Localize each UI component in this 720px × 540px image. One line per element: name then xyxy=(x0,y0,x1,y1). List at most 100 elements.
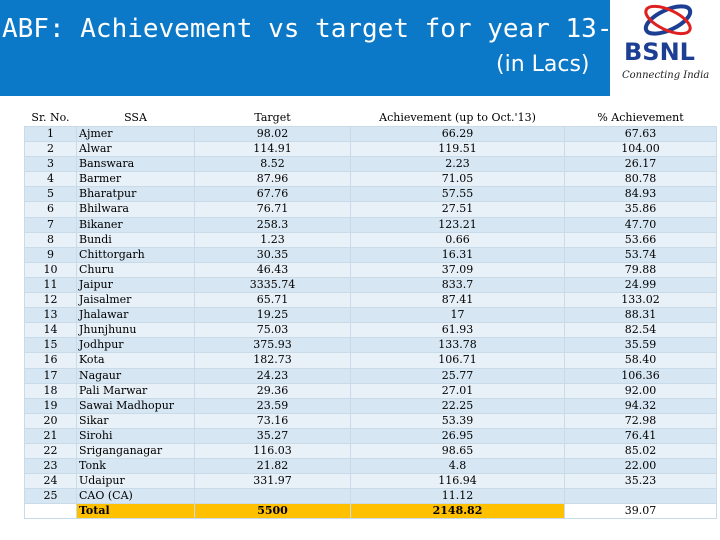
cell-target: 331.97 xyxy=(194,473,351,490)
table-row: 6 Bhilwara 76.71 27.51 35.86 xyxy=(24,201,717,218)
table-row: 18 Pali Marwar 29.36 27.01 92.00 xyxy=(24,382,717,399)
cell-ssa: Kota xyxy=(76,352,195,369)
cell-percent: 35.86 xyxy=(564,201,717,218)
cell-ssa: Jhunjhunu xyxy=(76,322,195,339)
table-body: 1 Ajmer 98.02 66.29 67.63 2 Alwar 114.91 119.51 1… xyxy=(24,125,717,520)
cell-target xyxy=(194,488,351,505)
cell-ssa: Alwar xyxy=(76,141,195,158)
table-row: 5 Bharatpur 67.76 57.55 84.93 xyxy=(24,186,717,203)
cell-percent: 79.88 xyxy=(564,261,717,278)
table-row: 20 Sikar 73.16 53.39 72.98 xyxy=(24,412,717,429)
header-ssa: SSA xyxy=(76,110,195,127)
cell-percent: 94.32 xyxy=(564,397,717,414)
cell-target: 24.23 xyxy=(194,367,351,384)
cell-ssa: Nagaur xyxy=(76,367,195,384)
cell-achievement: 98.65 xyxy=(350,442,565,460)
cell-ssa: Udaipur xyxy=(76,473,195,490)
table-row: 9 Chittorgarh 30.35 16.31 53.74 xyxy=(24,246,717,263)
cell-ssa: Banswara xyxy=(76,156,195,173)
cell-achievement: 27.51 xyxy=(350,201,565,218)
cell-percent: 92.00 xyxy=(564,382,717,399)
cell-target: 35.27 xyxy=(194,427,351,444)
cell-achievement: 37.09 xyxy=(350,261,565,278)
total-cell-ssa: Total xyxy=(76,503,195,520)
cell-percent: 72.98 xyxy=(564,412,717,429)
cell-percent: 53.74 xyxy=(564,246,717,263)
table-row: 2 Alwar 114.91 119.51 104.00 xyxy=(24,141,717,158)
cell-target: 258.3 xyxy=(194,216,351,233)
cell-sr-no: 14 xyxy=(24,322,77,339)
table-row: 23 Tonk 21.82 4.8 22.00 xyxy=(24,458,717,475)
table-row: 10 Churu 46.43 37.09 79.88 xyxy=(24,261,717,278)
cell-achievement: 11.12 xyxy=(350,488,565,505)
header-percent-achievement: % Achievement xyxy=(564,110,717,127)
total-cell-achievement: 2148.82 xyxy=(350,503,565,520)
cell-target: 67.76 xyxy=(194,186,351,203)
cell-percent: 22.00 xyxy=(564,458,717,475)
table-row: 3 Banswara 8.52 2.23 26.17 xyxy=(24,156,717,173)
cell-target: 114.91 xyxy=(194,141,351,158)
cell-sr-no: 4 xyxy=(24,171,77,188)
header-achievement: Achievement (up to Oct.'13) xyxy=(350,110,565,127)
cell-percent: 84.93 xyxy=(564,186,717,203)
cell-sr-no: 11 xyxy=(24,276,77,294)
cell-ssa: Sikar xyxy=(76,412,195,429)
cell-percent: 133.02 xyxy=(564,292,717,309)
cell-ssa: Jhalawar xyxy=(76,307,195,324)
cell-sr-no: 22 xyxy=(24,442,77,460)
logo-tagline: Connecting India xyxy=(622,70,710,81)
table-row: 17 Nagaur 24.23 25.77 106.36 xyxy=(24,367,717,384)
cell-sr-no: 3 xyxy=(24,156,77,173)
table-row: 8 Bundi 1.23 0.66 53.66 xyxy=(24,231,717,248)
cell-sr-no: 8 xyxy=(24,231,77,248)
cell-target: 182.73 xyxy=(194,352,351,369)
cell-percent: 35.59 xyxy=(564,337,717,354)
cell-percent: 106.36 xyxy=(564,367,717,384)
cell-ssa: Pali Marwar xyxy=(76,382,195,399)
table-row: 4 Barmer 87.96 71.05 80.78 xyxy=(24,171,717,188)
cell-ssa: CAO (CA) xyxy=(76,488,195,505)
cell-ssa: Sriganganagar xyxy=(76,442,195,460)
cell-sr-no: 16 xyxy=(24,352,77,369)
cell-percent: 88.31 xyxy=(564,307,717,324)
table-row: 22 Sriganganagar 116.03 98.65 85.02 xyxy=(24,442,717,460)
slide-subtitle: (in Lacs) xyxy=(496,52,590,77)
cell-percent: 104.00 xyxy=(564,141,717,158)
cell-percent: 58.40 xyxy=(564,352,717,369)
cell-target: 30.35 xyxy=(194,246,351,263)
cell-ssa: Ajmer xyxy=(76,125,195,143)
table-row: 21 Sirohi 35.27 26.95 76.41 xyxy=(24,427,717,444)
cell-sr-no: 20 xyxy=(24,412,77,429)
cell-sr-no: 23 xyxy=(24,458,77,475)
total-cell-sr-no xyxy=(24,503,77,520)
cell-ssa: Jodhpur xyxy=(76,337,195,354)
cell-ssa: Bundi xyxy=(76,231,195,248)
cell-target: 65.71 xyxy=(194,292,351,309)
bsnl-logo: BSNL Connecting India xyxy=(610,0,720,96)
table-row: 14 Jhunjhunu 75.03 61.93 82.54 xyxy=(24,322,717,339)
cell-target: 375.93 xyxy=(194,337,351,354)
cell-ssa: Churu xyxy=(76,261,195,278)
cell-achievement: 123.21 xyxy=(350,216,565,233)
total-cell-target: 5500 xyxy=(194,503,351,520)
table-row: 13 Jhalawar 19.25 17 88.31 xyxy=(24,307,717,324)
cell-percent xyxy=(564,488,717,505)
cell-achievement: 27.01 xyxy=(350,382,565,399)
cell-achievement: 133.78 xyxy=(350,337,565,354)
total-row: Total 5500 2148.82 39.07 xyxy=(24,503,717,520)
cell-ssa: Jaisalmer xyxy=(76,292,195,309)
cell-sr-no: 18 xyxy=(24,382,77,399)
cell-percent: 67.63 xyxy=(564,125,717,143)
cell-target: 98.02 xyxy=(194,125,351,143)
cell-ssa: Bikaner xyxy=(76,216,195,233)
cell-achievement: 17 xyxy=(350,307,565,324)
cell-target: 8.52 xyxy=(194,156,351,173)
header-target: Target xyxy=(194,110,351,127)
cell-percent: 35.23 xyxy=(564,473,717,490)
cell-sr-no: 1 xyxy=(24,125,77,143)
cell-ssa: Jaipur xyxy=(76,276,195,294)
cell-achievement: 119.51 xyxy=(350,141,565,158)
cell-sr-no: 21 xyxy=(24,427,77,444)
cell-ssa: Tonk xyxy=(76,458,195,475)
table-row: 24 Udaipur 331.97 116.94 35.23 xyxy=(24,473,717,490)
